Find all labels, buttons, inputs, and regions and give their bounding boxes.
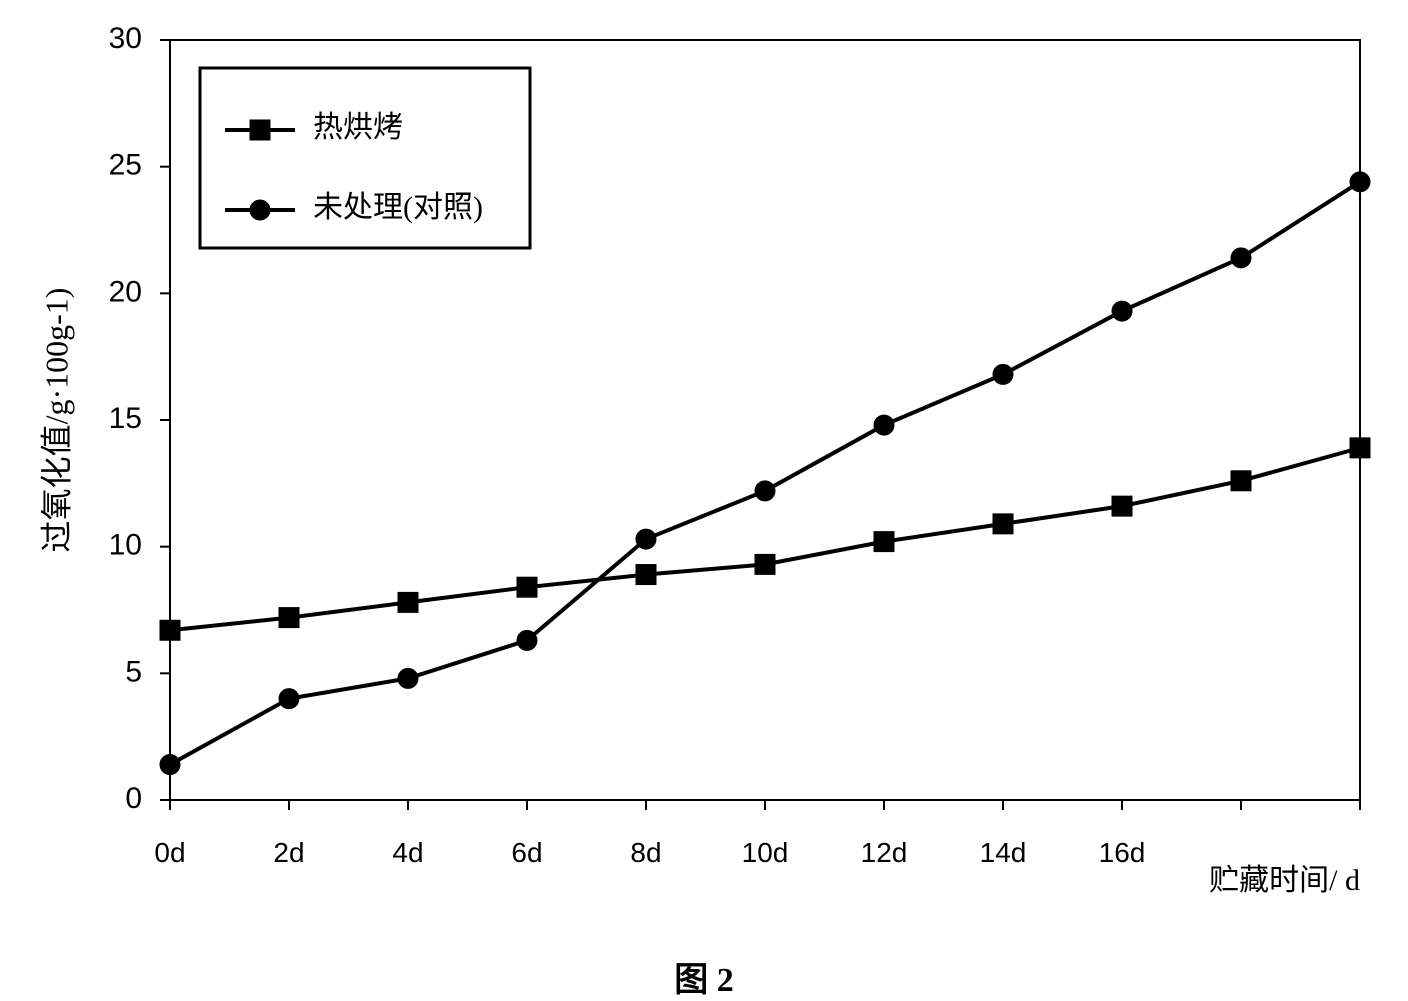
y-tick-label: 25 [109, 149, 142, 182]
series-marker-1 [755, 481, 775, 501]
series-marker-1 [636, 529, 656, 549]
figure-caption: 图 2 [0, 952, 1408, 1001]
y-tick-label: 0 [125, 782, 142, 815]
x-tick-label: 4d [392, 837, 423, 868]
legend-label-1: 未处理(对照) [313, 191, 483, 224]
x-tick-label: 10d [742, 837, 789, 868]
series-marker-1 [160, 755, 180, 775]
series-marker-1 [1112, 301, 1132, 321]
series-marker-0 [993, 514, 1013, 534]
legend: 热烘烤未处理(对照) [200, 68, 530, 248]
x-tick-label: 14d [980, 837, 1027, 868]
series-marker-0 [1231, 471, 1251, 491]
y-axis-title: 过氧化值/g·100g-1) [38, 288, 74, 553]
series-marker-0 [636, 565, 656, 585]
x-tick-label: 8d [630, 837, 661, 868]
series-marker-1 [1231, 248, 1251, 268]
series-marker-1 [874, 415, 894, 435]
x-axis-title: 贮藏时间/ d [1209, 864, 1360, 897]
series-marker-1 [279, 689, 299, 709]
x-tick-label: 6d [511, 837, 542, 868]
y-tick-label: 20 [109, 275, 142, 308]
series-marker-1 [398, 668, 418, 688]
figure-container: 0 5 10 15 20 25 30 0d 2d 4d 6d 8d 10d 12d 14d 16d 贮藏时间/ … [0, 0, 1408, 997]
y-tick-label: 15 [109, 402, 142, 435]
series-marker-0 [874, 532, 894, 552]
series-marker-0 [1112, 496, 1132, 516]
series-marker-1 [993, 364, 1013, 384]
series-marker-0 [279, 608, 299, 628]
series-marker-0 [1350, 438, 1370, 458]
x-tick-label: 16d [1099, 837, 1146, 868]
x-tick-label: 2d [273, 837, 304, 868]
series-marker-0 [755, 554, 775, 574]
chart-svg: 0 5 10 15 20 25 30 0d 2d 4d 6d 8d 10d 12d 14d 16d 贮藏时间/ … [0, 0, 1408, 997]
y-tick-label: 10 [109, 529, 142, 562]
y-tick-label: 30 [109, 22, 142, 55]
series-marker-1 [517, 630, 537, 650]
series-marker-0 [160, 620, 180, 640]
x-tick-label: 0d [154, 837, 185, 868]
legend-marker-1 [250, 200, 270, 220]
x-tick-label: 12d [861, 837, 908, 868]
legend-marker-0 [250, 120, 270, 140]
y-tick-label: 5 [125, 655, 142, 688]
series-marker-0 [517, 577, 537, 597]
series-marker-1 [1350, 172, 1370, 192]
legend-label-0: 热烘烤 [313, 111, 403, 144]
series-marker-0 [398, 592, 418, 612]
